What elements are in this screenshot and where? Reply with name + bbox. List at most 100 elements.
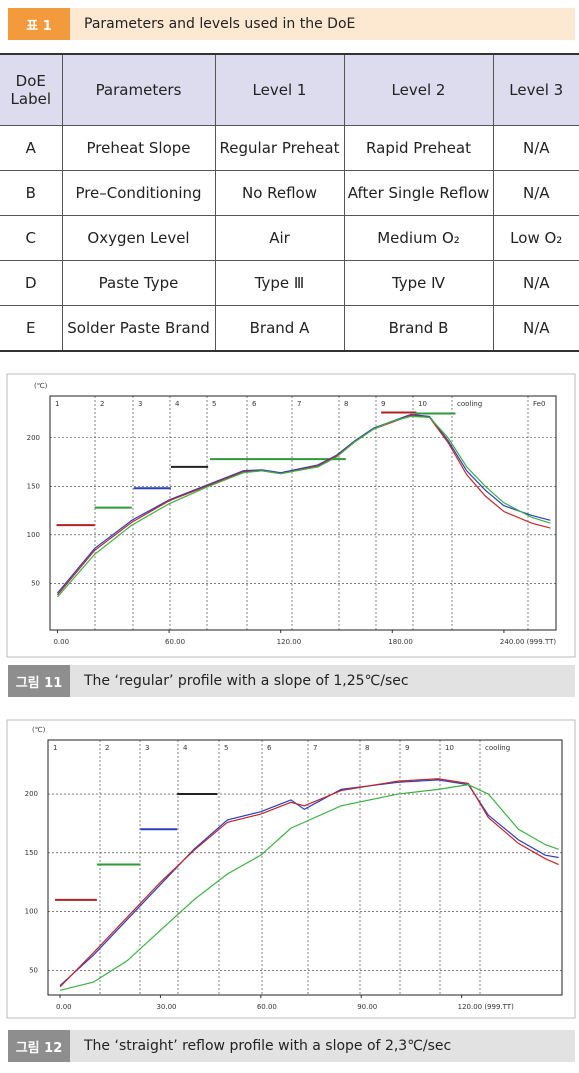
- x-tick-label: 60.00: [165, 638, 185, 646]
- figure-frame: [6, 373, 576, 658]
- zone-label: 9: [405, 744, 409, 752]
- table-cell: Air: [214, 215, 345, 261]
- table-cell: N/A: [492, 260, 579, 306]
- figure-label: 그림 11: [8, 665, 70, 697]
- y-tick-label: 50: [31, 579, 40, 587]
- zone-label: 1: [53, 744, 57, 752]
- figure-frame: [6, 719, 576, 1019]
- zone-label: 4: [175, 400, 180, 408]
- y-tick-label: 100: [27, 531, 40, 539]
- table-cell: N/A: [492, 170, 579, 216]
- table-cell: B: [0, 170, 63, 216]
- temperature-curve: [56, 415, 551, 598]
- x-tick-label: 90.00: [357, 1003, 377, 1011]
- figure-label: 그림 12: [8, 1030, 70, 1062]
- zone-label: 7: [297, 400, 301, 408]
- table-cell: D: [0, 260, 63, 306]
- zone-label: 5: [224, 744, 228, 752]
- figure-caption: 그림 11 The ‘regular’ profile with a slope…: [8, 665, 575, 697]
- header-cell: Parameters: [61, 53, 216, 126]
- header-cell: Level 2: [343, 53, 494, 126]
- y-tick-label: 200: [25, 790, 38, 798]
- zone-label: 8: [344, 400, 348, 408]
- table-row: D Paste Type Type Ⅲ Type Ⅳ N/A: [0, 260, 579, 306]
- table-cell: A: [0, 125, 63, 171]
- table-row: E Solder Paste Brand Brand A Brand B N/A: [0, 305, 579, 352]
- table-cell: N/A: [492, 305, 579, 352]
- x-tick-label: 180.00: [388, 638, 413, 646]
- y-tick-label: 150: [27, 482, 40, 490]
- table-cell: Rapid Preheat: [343, 125, 494, 171]
- table-cell: Preheat Slope: [61, 125, 216, 171]
- zone-label: Fe0: [533, 400, 545, 408]
- x-tick-label: 0.00: [56, 1003, 72, 1011]
- zone-label: 6: [252, 400, 257, 408]
- zone-label: 7: [313, 744, 317, 752]
- y-unit: (℃): [34, 382, 48, 390]
- zone-label: 9: [381, 400, 385, 408]
- y-unit: (℃): [32, 726, 46, 734]
- table-cell: Regular Preheat: [214, 125, 345, 171]
- header-cell: DoE Label: [0, 53, 63, 126]
- doe-table: DoE Label Parameters Level 1 Level 2 Level 3…: [0, 53, 579, 352]
- zone-label: 3: [138, 400, 142, 408]
- figure-12-chart: (℃) 50 100 150 200 0.00 30.00 60.00 90.00 120.00 …: [6, 719, 576, 1019]
- temperature-curve: [56, 413, 551, 594]
- zone-label: 4: [183, 744, 188, 752]
- x-tick-label: 60.00: [257, 1003, 277, 1011]
- zone-label: 10: [445, 744, 454, 752]
- zone-label: 2: [100, 400, 104, 408]
- figure-text: The ‘straight’ reflow profile with a slo…: [84, 1038, 452, 1054]
- zone-label: 6: [267, 744, 272, 752]
- table-cell: E: [0, 305, 63, 352]
- table-cell: Pre–Conditioning: [61, 170, 216, 216]
- zone-label: 8: [365, 744, 369, 752]
- table-cell: Medium O₂: [343, 215, 494, 261]
- plot-border: [49, 395, 557, 631]
- plot-border: [47, 739, 563, 996]
- zone-label: cooling: [485, 744, 510, 752]
- figure-caption: 그림 12 The ‘straight’ reflow profile with…: [8, 1030, 575, 1062]
- figure-11-chart: (℃) 50 100 150 200 0.00 60.00 120.00 180.00 240.0…: [6, 373, 576, 658]
- table-cell: N/A: [492, 125, 579, 171]
- temperature-curve: [59, 784, 559, 991]
- temperature-curve: [59, 779, 559, 987]
- zone-label: cooling: [457, 400, 482, 408]
- table-cell: Low O₂: [492, 215, 579, 261]
- x-tick-label: 120.00 (999.TT): [458, 1003, 514, 1011]
- table-title: Parameters and levels used in the DoE: [84, 16, 356, 32]
- table-caption: 표 1 Parameters and levels used in the Do…: [8, 8, 575, 40]
- table-cell: Type Ⅳ: [343, 260, 494, 306]
- table-cell: Brand B: [343, 305, 494, 352]
- header-cell: Level 1: [214, 53, 345, 126]
- table-cell: Oxygen Level: [61, 215, 216, 261]
- table-label: 표 1: [8, 8, 70, 40]
- zone-label: 1: [55, 400, 59, 408]
- y-tick-label: 200: [27, 434, 40, 442]
- x-tick-label: 30.00: [156, 1003, 176, 1011]
- x-tick-label: 0.00: [53, 638, 69, 646]
- zone-label: 5: [212, 400, 216, 408]
- table-cell: After Single Reflow: [343, 170, 494, 216]
- y-tick-label: 50: [29, 966, 38, 974]
- table-cell: Type Ⅲ: [214, 260, 345, 306]
- x-tick-label: 120.00: [277, 638, 302, 646]
- x-tick-label: 240.00 (999.TT): [500, 638, 556, 646]
- table-cell: Brand A: [214, 305, 345, 352]
- table-cell: No Reflow: [214, 170, 345, 216]
- zone-label: 2: [105, 744, 109, 752]
- temperature-curve: [59, 778, 559, 988]
- figure-text: The ‘regular’ profile with a slope of 1,…: [84, 673, 409, 689]
- table-cell: Paste Type: [61, 260, 216, 306]
- table-cell: C: [0, 215, 63, 261]
- y-tick-label: 150: [25, 849, 38, 857]
- table-row: B Pre–Conditioning No Reflow After Single R…: [0, 170, 579, 216]
- zone-label: 3: [145, 744, 149, 752]
- zone-label: 10: [418, 400, 427, 408]
- table-cell: Solder Paste Brand: [61, 305, 216, 352]
- table-row: C Oxygen Level Air Medium O₂ Low O₂: [0, 215, 579, 261]
- header-cell: Level 3: [492, 53, 579, 126]
- table-row: A Preheat Slope Regular Preheat Rapid Prehe…: [0, 125, 579, 171]
- y-tick-label: 100: [25, 908, 38, 916]
